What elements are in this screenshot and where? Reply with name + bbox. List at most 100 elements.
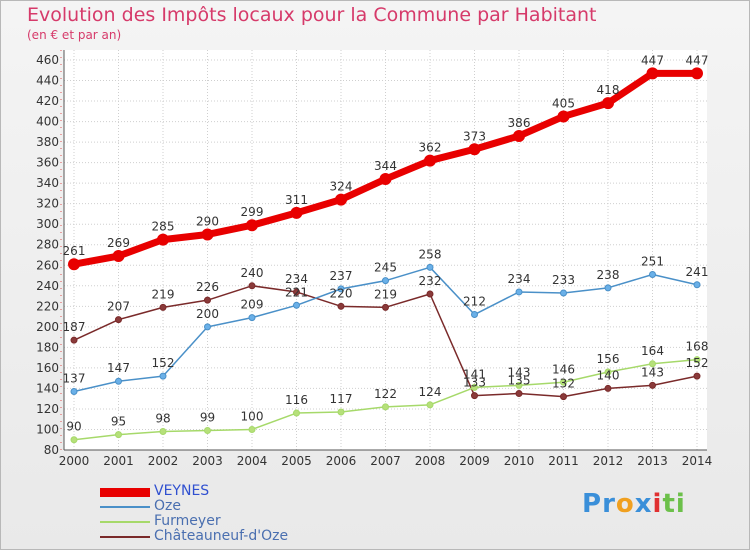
data-label-ch-teauneuf-d-oze: 240 (241, 266, 264, 280)
point-ch-teauneuf-d-oze (426, 290, 434, 298)
y-tick-label: 100 (36, 422, 59, 436)
data-label-ch-teauneuf-d-oze: 219 (152, 287, 175, 301)
y-tick-label: 360 (36, 156, 59, 170)
x-tick-label: 2001 (103, 454, 134, 468)
data-label-veynes: 405 (552, 96, 575, 110)
point-veynes (246, 219, 258, 232)
point-oze (337, 285, 345, 293)
y-tick-label: 420 (36, 94, 59, 108)
data-label-furmeyer: 156 (597, 352, 620, 366)
logo-letter: o (615, 489, 635, 519)
point-ch-teauneuf-d-oze (471, 392, 478, 400)
data-label-ch-teauneuf-d-oze: 133 (463, 376, 486, 390)
data-label-oze: 209 (241, 298, 264, 312)
point-furmeyer (604, 368, 612, 376)
data-label-veynes: 285 (152, 220, 175, 234)
point-oze (649, 271, 656, 278)
point-furmeyer (293, 409, 300, 417)
point-ch-teauneuf-d-oze (70, 336, 78, 344)
point-oze (560, 289, 567, 297)
point-furmeyer (159, 428, 167, 436)
y-tick-label: 300 (36, 217, 59, 231)
point-veynes (379, 173, 392, 186)
point-ch-teauneuf-d-oze (159, 303, 167, 311)
data-label-furmeyer: 116 (285, 393, 308, 407)
data-label-furmeyer: 98 (155, 412, 170, 426)
data-label-ch-teauneuf-d-oze: 207 (107, 300, 130, 314)
y-tick-label: 340 (36, 176, 59, 190)
point-veynes (602, 97, 614, 110)
point-furmeyer (426, 401, 434, 409)
point-veynes (513, 129, 525, 142)
point-furmeyer (382, 403, 389, 411)
point-ch-teauneuf-d-oze (204, 296, 211, 304)
x-tick-label: 2010 (504, 454, 535, 468)
x-tick-label: 2004 (237, 454, 268, 468)
point-oze (426, 263, 434, 271)
point-veynes (468, 143, 481, 156)
legend-swatch (100, 536, 150, 538)
data-label-ch-teauneuf-d-oze: 152 (686, 356, 709, 370)
point-furmeyer (649, 360, 656, 368)
legend-swatch (100, 488, 150, 497)
data-label-ch-teauneuf-d-oze: 226 (196, 280, 219, 294)
point-oze (293, 301, 300, 309)
chart-subtitle: (en € et par an) (27, 28, 122, 42)
point-oze (70, 388, 78, 395)
point-furmeyer (337, 408, 345, 416)
y-tick-label: 140 (36, 381, 59, 395)
data-label-ch-teauneuf-d-oze: 143 (641, 365, 664, 379)
logo-letter: r (602, 489, 616, 519)
point-oze (248, 314, 256, 322)
data-label-veynes: 373 (463, 129, 486, 143)
y-tick-label: 160 (36, 361, 59, 375)
data-label-ch-teauneuf-d-oze: 187 (63, 320, 86, 334)
data-label-furmeyer: 100 (241, 409, 264, 423)
x-tick-label: 2009 (459, 454, 490, 468)
point-ch-teauneuf-d-oze (248, 282, 256, 290)
logo-letter: x (634, 489, 653, 519)
data-label-veynes: 299 (241, 205, 264, 219)
data-label-oze: 241 (686, 265, 709, 279)
chart-area: 80 100 120 140 160 180 200 220 240 260 280 300 320 34… (36, 50, 712, 468)
y-tick-label: 260 (36, 258, 59, 272)
point-veynes (201, 228, 214, 241)
data-label-furmeyer: 143 (508, 365, 531, 379)
data-label-furmeyer: 168 (686, 340, 709, 354)
chart-title: Evolution des Impôts locaux pour la Comm… (27, 4, 597, 26)
data-label-furmeyer: 122 (374, 387, 397, 401)
data-label-oze: 245 (374, 261, 397, 275)
point-veynes (691, 67, 703, 80)
y-tick-label: 280 (36, 238, 59, 252)
data-label-furmeyer: 124 (419, 385, 442, 399)
data-label-ch-teauneuf-d-oze: 135 (508, 374, 531, 388)
data-label-veynes: 290 (196, 214, 219, 228)
data-label-oze: 258 (419, 247, 442, 261)
point-ch-teauneuf-d-oze (382, 303, 389, 311)
point-furmeyer (204, 427, 211, 434)
data-label-ch-teauneuf-d-oze: 140 (597, 368, 620, 382)
point-furmeyer (471, 383, 478, 391)
x-tick-label: 2003 (192, 454, 223, 468)
data-label-veynes: 418 (597, 83, 620, 97)
legend-label: VEYNES (154, 483, 210, 499)
point-oze (693, 281, 701, 289)
legend-label: Oze (154, 498, 181, 514)
point-ch-teauneuf-d-oze (337, 302, 345, 310)
point-ch-teauneuf-d-oze (515, 390, 523, 398)
data-label-veynes: 362 (419, 141, 442, 155)
x-tick-label: 2006 (326, 454, 357, 468)
point-furmeyer (693, 356, 701, 364)
y-tick-label: 380 (36, 135, 59, 149)
data-label-furmeyer: 164 (641, 344, 664, 358)
point-veynes (112, 250, 125, 263)
data-label-furmeyer: 141 (463, 367, 486, 381)
data-label-furmeyer: 146 (552, 362, 575, 376)
data-label-oze: 221 (285, 285, 308, 299)
x-tick-label: 2011 (548, 454, 579, 468)
point-veynes (157, 233, 169, 246)
y-tick-label: 80 (44, 443, 59, 457)
logo-letter: P (582, 489, 603, 519)
proxiti-logo: Proxiti (582, 489, 686, 519)
y-tick-label: 460 (36, 53, 59, 67)
